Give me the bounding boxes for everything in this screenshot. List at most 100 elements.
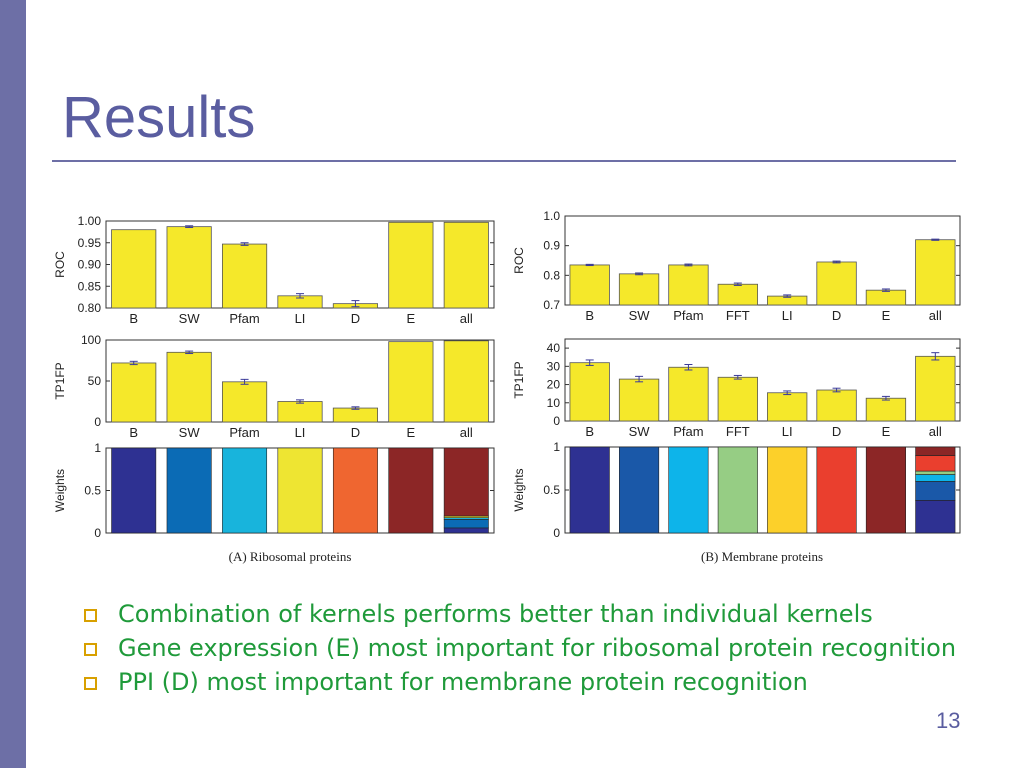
page-number: 13: [936, 708, 961, 733]
bar: [569, 264, 610, 306]
y-tick-label: 0: [553, 414, 560, 428]
weight-bar: [767, 446, 808, 534]
y-tick-label: 100: [81, 333, 101, 347]
bullet-list: Combination of kernels performs better t…: [84, 600, 964, 702]
weight-stack-segment: [915, 474, 956, 482]
bullet-item: PPI (D) most important for membrane prot…: [84, 668, 964, 697]
y-axis-label: ROC: [53, 251, 67, 278]
x-tick-label: E: [882, 424, 891, 439]
x-tick-label: LI: [295, 311, 306, 326]
bar: [111, 362, 157, 423]
y-tick-label: 0.9: [543, 239, 560, 253]
y-tick-label: 1.0: [543, 209, 560, 223]
y-tick-label: 0.5: [84, 484, 101, 498]
x-tick-label: LI: [782, 308, 793, 323]
weight-stack-segment: [915, 470, 956, 475]
bar: [915, 239, 956, 306]
x-tick-label: all: [929, 308, 942, 323]
bar: [668, 264, 709, 306]
panel-caption: (B) Membrane proteins: [701, 549, 823, 564]
y-axis-label: Weights: [53, 469, 67, 512]
x-tick-label: all: [460, 425, 473, 440]
weight-stack-segment: [915, 446, 956, 456]
weight-bar: [668, 446, 709, 534]
y-tick-label: 0.85: [78, 279, 102, 293]
x-tick-label: all: [929, 424, 942, 439]
x-tick-label: SW: [179, 311, 201, 326]
y-axis-label: ROC: [512, 247, 526, 274]
y-tick-label: 1.00: [78, 214, 102, 228]
y-tick-label: 0: [94, 415, 101, 429]
x-tick-label: LI: [295, 425, 306, 440]
y-tick-label: 30: [547, 359, 561, 373]
bar: [717, 283, 758, 306]
y-tick-label: 0: [553, 526, 560, 540]
bar: [865, 397, 907, 422]
plot-frame: [564, 338, 961, 422]
x-tick-label: LI: [782, 424, 793, 439]
bar: [865, 289, 907, 306]
bar: [221, 243, 268, 309]
x-tick-label: Pfam: [229, 425, 259, 440]
weight-bar: [619, 446, 660, 534]
bar: [618, 273, 660, 306]
bar: [332, 407, 378, 423]
panel-caption: (A) Ribosomal proteins: [229, 549, 352, 564]
y-tick-label: 10: [547, 396, 561, 410]
weight-stack-segment: [915, 500, 956, 534]
bar: [166, 226, 212, 309]
bullet-item: Combination of kernels performs better t…: [84, 600, 964, 629]
bar: [443, 221, 489, 309]
bar: [221, 381, 268, 423]
x-tick-label: E: [407, 425, 416, 440]
x-tick-label: D: [351, 311, 360, 326]
y-tick-label: 0: [94, 526, 101, 540]
y-tick-label: 40: [547, 341, 561, 355]
x-tick-label: B: [585, 424, 594, 439]
weight-bar: [277, 447, 323, 534]
weight-bar: [865, 446, 906, 534]
bar: [277, 401, 323, 423]
bar: [569, 362, 610, 422]
x-tick-label: D: [351, 425, 360, 440]
y-axis-label: Weights: [512, 468, 526, 511]
bar: [443, 340, 489, 423]
x-tick-label: E: [882, 308, 891, 323]
bar: [166, 351, 212, 423]
bullet-text: Combination of kernels performs better t…: [118, 600, 873, 628]
y-tick-label: 20: [547, 378, 561, 392]
bullet-square-icon: [84, 643, 97, 656]
weight-stack-segment: [443, 519, 489, 529]
weight-bar: [717, 446, 758, 534]
weight-bar: [816, 446, 857, 534]
weight-stack-segment: [915, 455, 956, 472]
bar: [915, 355, 956, 422]
weight-stack-segment: [443, 447, 489, 517]
y-tick-label: 0.5: [543, 483, 560, 497]
weight-bar: [111, 447, 157, 534]
x-tick-label: D: [832, 308, 841, 323]
weight-bar: [388, 447, 434, 534]
y-tick-label: 0.8: [543, 268, 560, 282]
y-tick-label: 1: [553, 440, 560, 454]
bar: [767, 392, 808, 422]
bar: [816, 261, 857, 306]
x-tick-label: Pfam: [673, 424, 703, 439]
bar: [668, 366, 709, 422]
slide-title: Results: [62, 85, 256, 150]
bar: [618, 378, 660, 422]
y-tick-label: 1: [94, 441, 101, 455]
y-tick-label: 0.7: [543, 298, 560, 312]
y-tick-label: 0.90: [78, 258, 102, 272]
bullet-square-icon: [84, 609, 97, 622]
bar: [816, 389, 857, 422]
bar: [388, 341, 434, 423]
x-tick-label: SW: [179, 425, 201, 440]
y-tick-label: 0.95: [78, 236, 102, 250]
bar: [388, 221, 434, 309]
x-tick-label: B: [585, 308, 594, 323]
x-tick-label: FFT: [726, 308, 750, 323]
x-tick-label: SW: [629, 424, 651, 439]
bullet-item: Gene expression (E) most important for r…: [84, 634, 964, 663]
